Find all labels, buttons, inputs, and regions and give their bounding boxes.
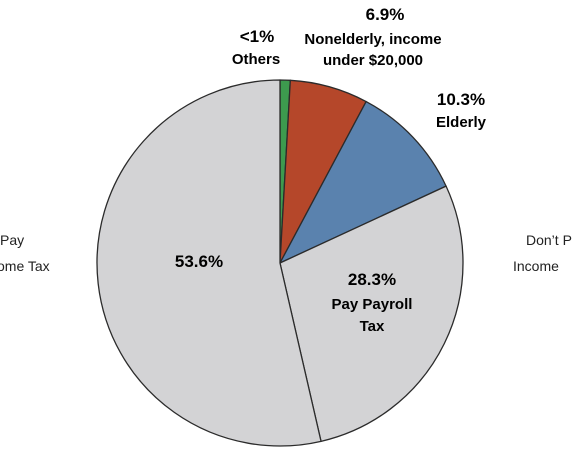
slice-label-elderly-percent: 10.3%	[437, 90, 485, 109]
slice-elderly	[279, 100, 447, 264]
slice-label-main-percent: 53.6%	[175, 252, 223, 271]
side-label-right-line1: Don’t P	[526, 232, 572, 248]
slice-label-payroll-percent: 28.3%	[348, 270, 396, 289]
slice-label-payroll-name-line1: Pay Payroll	[332, 296, 413, 313]
side-label-left-line2: ome Tax	[0, 258, 50, 274]
slice-label-others-name: Others	[232, 51, 280, 68]
slice-label-payroll-name-line2: Tax	[360, 318, 385, 335]
slice-label-others-percent: <1%	[240, 27, 275, 46]
side-label-left-line1: Pay	[0, 232, 24, 248]
side-label-right-line2: Income	[513, 258, 559, 274]
slice-label-nonelderly-name-line2: under $20,000	[323, 52, 423, 69]
slice-label-nonelderly-name-line1: Nonelderly, income	[304, 31, 441, 48]
pie-slices	[96, 79, 464, 447]
slice-main	[96, 79, 322, 447]
slice-label-nonelderly-percent: 6.9%	[366, 5, 405, 24]
slice-label-elderly-name: Elderly	[436, 114, 487, 131]
slice-pay-payroll-tax	[279, 185, 464, 442]
